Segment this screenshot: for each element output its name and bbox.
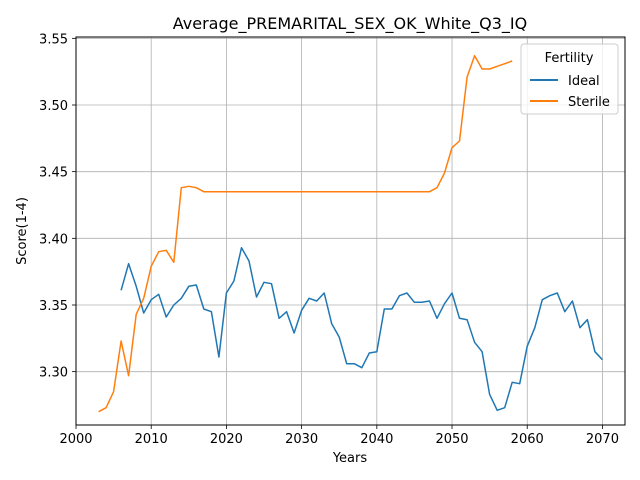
y-tick-label: 3.45	[39, 166, 68, 181]
series-line-sterile	[98, 54, 513, 413]
y-tick-label: 3.50	[39, 99, 68, 114]
plot-frame	[75, 36, 626, 426]
x-tick-label: 2040	[360, 432, 393, 447]
x-tick-label: 2050	[435, 432, 468, 447]
y-tick-label: 3.35	[39, 299, 68, 314]
legend-label-ideal: Ideal	[568, 74, 600, 89]
series-lines	[98, 54, 603, 413]
chart-title: Average_PREMARITAL_SEX_OK_White_Q3_IQ	[173, 14, 527, 34]
x-tick-label: 2030	[285, 432, 318, 447]
y-tick-label: 3.55	[39, 32, 68, 47]
x-tick-label: 2000	[59, 432, 92, 447]
legend-label-sterile: Sterile	[568, 95, 610, 110]
y-tick-label: 3.30	[39, 366, 68, 381]
x-axis-label: Years	[332, 451, 368, 466]
series-line-ideal	[120, 246, 603, 412]
y-axis-label: Score(1-4)	[15, 197, 30, 265]
x-tick-label: 2010	[135, 432, 168, 447]
axis-ticks: 2000 2010 2020 2030 2040 2050 2060 2070 3.30 3.35…	[39, 32, 619, 447]
x-tick-label: 2020	[210, 432, 243, 447]
legend: Fertility Ideal Sterile	[520, 43, 619, 115]
x-tick-label: 2070	[586, 432, 619, 447]
y-tick-label: 3.40	[39, 232, 68, 247]
x-tick-label: 2060	[511, 432, 544, 447]
legend-box	[520, 43, 619, 115]
legend-title: Fertility	[545, 51, 594, 66]
